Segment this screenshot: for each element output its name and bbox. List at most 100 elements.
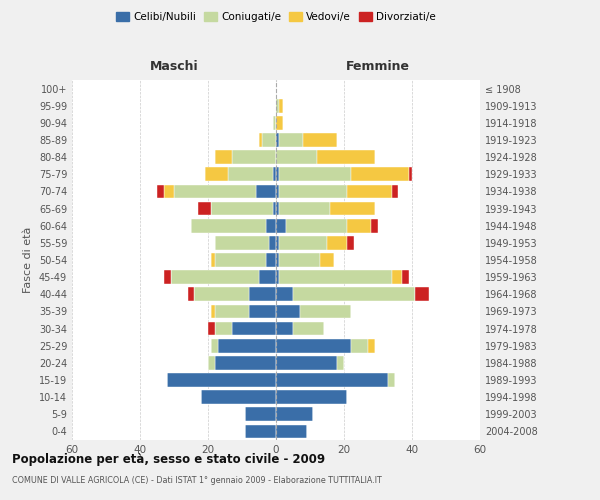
Bar	[211, 253, 215, 267]
Bar	[266, 219, 276, 232]
Bar	[276, 116, 283, 130]
Text: Popolazione per età, sesso e stato civile - 2009: Popolazione per età, sesso e stato civil…	[12, 452, 325, 466]
Bar	[259, 133, 262, 147]
Bar	[347, 184, 392, 198]
Bar	[280, 236, 327, 250]
Bar	[347, 219, 371, 232]
Bar	[249, 288, 276, 301]
Bar	[392, 184, 398, 198]
Bar	[245, 424, 276, 438]
Bar	[211, 339, 218, 352]
Bar	[201, 390, 276, 404]
Bar	[409, 168, 412, 181]
Bar	[276, 390, 347, 404]
Bar	[266, 253, 276, 267]
Bar	[229, 168, 272, 181]
Bar	[276, 202, 280, 215]
Bar	[170, 270, 259, 284]
Bar	[280, 168, 351, 181]
Bar	[188, 288, 194, 301]
Bar	[211, 304, 215, 318]
Bar	[276, 219, 286, 232]
Bar	[211, 202, 272, 215]
Bar	[215, 150, 232, 164]
Bar	[368, 339, 374, 352]
Bar	[262, 133, 276, 147]
Bar	[205, 168, 229, 181]
Text: Femmine: Femmine	[346, 60, 410, 73]
Bar	[276, 168, 280, 181]
Bar	[415, 288, 429, 301]
Bar	[191, 219, 266, 232]
Bar	[347, 236, 354, 250]
Bar	[272, 202, 276, 215]
Bar	[194, 288, 249, 301]
Bar	[276, 99, 280, 112]
Bar	[215, 253, 266, 267]
Bar	[331, 202, 374, 215]
Bar	[293, 288, 415, 301]
Bar	[164, 270, 170, 284]
Bar	[276, 270, 280, 284]
Bar	[215, 322, 232, 336]
Bar	[276, 304, 300, 318]
Bar	[215, 356, 276, 370]
Bar	[167, 373, 276, 387]
Bar	[245, 408, 276, 421]
Bar	[280, 184, 347, 198]
Bar	[269, 236, 276, 250]
Bar	[276, 373, 388, 387]
Bar	[276, 339, 351, 352]
Bar	[259, 270, 276, 284]
Bar	[157, 184, 164, 198]
Bar	[215, 236, 269, 250]
Bar	[249, 304, 276, 318]
Bar	[280, 202, 331, 215]
Bar	[276, 133, 280, 147]
Bar	[272, 116, 276, 130]
Bar	[303, 133, 337, 147]
Bar	[337, 356, 344, 370]
Bar	[280, 99, 283, 112]
Bar	[276, 150, 317, 164]
Bar	[402, 270, 409, 284]
Bar	[351, 339, 368, 352]
Bar	[392, 270, 402, 284]
Bar	[276, 184, 280, 198]
Bar	[320, 253, 334, 267]
Bar	[280, 253, 320, 267]
Bar	[232, 322, 276, 336]
Bar	[300, 304, 351, 318]
Bar	[232, 150, 276, 164]
Bar	[164, 184, 174, 198]
Bar	[293, 322, 323, 336]
Bar	[276, 288, 293, 301]
Bar	[351, 168, 409, 181]
Bar	[280, 133, 303, 147]
Bar	[388, 373, 395, 387]
Bar	[371, 219, 378, 232]
Bar	[276, 424, 307, 438]
Bar	[276, 236, 280, 250]
Y-axis label: Fasce di età: Fasce di età	[23, 227, 33, 293]
Bar	[317, 150, 374, 164]
Legend: Celibi/Nubili, Coniugati/e, Vedovi/e, Divorziati/e: Celibi/Nubili, Coniugati/e, Vedovi/e, Di…	[112, 8, 440, 26]
Bar	[218, 339, 276, 352]
Text: Maschi: Maschi	[149, 60, 199, 73]
Bar	[276, 322, 293, 336]
Bar	[208, 356, 215, 370]
Bar	[280, 270, 392, 284]
Bar	[276, 356, 337, 370]
Bar	[276, 408, 313, 421]
Bar	[286, 219, 347, 232]
Bar	[327, 236, 347, 250]
Bar	[272, 168, 276, 181]
Bar	[215, 304, 249, 318]
Bar	[198, 202, 211, 215]
Bar	[276, 253, 280, 267]
Bar	[174, 184, 256, 198]
Bar	[208, 322, 215, 336]
Text: COMUNE DI VALLE AGRICOLA (CE) - Dati ISTAT 1° gennaio 2009 - Elaborazione TUTTIT: COMUNE DI VALLE AGRICOLA (CE) - Dati IST…	[12, 476, 382, 485]
Bar	[256, 184, 276, 198]
Y-axis label: Anni di nascita: Anni di nascita	[597, 222, 600, 298]
